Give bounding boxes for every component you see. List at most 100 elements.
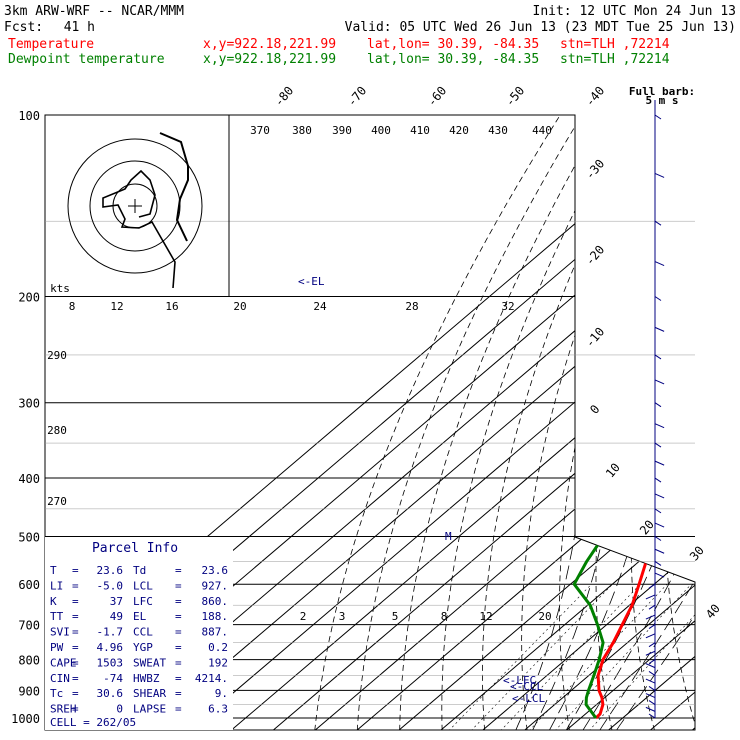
isotherm-line <box>397 115 695 730</box>
moist-adiabat-label: 20 <box>233 300 246 313</box>
isotherm-label: -20 <box>583 243 608 269</box>
parcel-eq-2: = <box>175 687 182 700</box>
parcel-val-1: -1.7 <box>97 626 124 639</box>
parcel-val-1: 37 <box>110 595 123 608</box>
dry-adiabat-line <box>482 115 663 730</box>
isotherm-line <box>272 115 695 730</box>
dewpoint-legend: Dewpoint temperature <box>8 52 165 67</box>
wind-barb <box>654 172 665 178</box>
isotherm-label: -10 <box>583 325 608 351</box>
isotherm-label: -60 <box>425 84 450 110</box>
parcel-box <box>45 537 233 730</box>
barb-key-units: 5 m s <box>645 94 678 107</box>
dry-adiabat-line <box>630 115 695 730</box>
parcel-val-1: 30.6 <box>97 687 124 700</box>
wind-barb <box>654 402 662 408</box>
parcel-key-1: T <box>50 564 57 577</box>
isotherm-line <box>314 115 695 730</box>
hodograph-ring <box>67 138 203 274</box>
parcel-eq-2: = <box>175 610 182 623</box>
parcel-val-1: -5.0 <box>97 579 124 592</box>
theta-label: 400 <box>371 124 391 137</box>
parcel-key-1: SVI <box>50 626 70 639</box>
pressure-tick-label: 100 <box>18 109 40 123</box>
init-time: Init: 12 UTC Mon 24 Jun 13 <box>533 4 737 19</box>
isotherm-label: -40 <box>583 84 608 110</box>
moist-adiabat-line <box>598 296 695 730</box>
wind-barb <box>654 442 662 448</box>
theta-label: 390 <box>332 124 352 137</box>
parcel-eq-2: = <box>175 703 182 716</box>
parcel-eq-1: = <box>72 687 79 700</box>
isotherm-label: 30 <box>687 543 707 563</box>
parcel-eq-1: = <box>72 564 79 577</box>
temperature-loc: x,y=922.18,221.99 <box>203 37 336 52</box>
dry-adiabat-line <box>559 115 695 730</box>
parcel-val-2: 927. <box>202 579 229 592</box>
parcel-key-2: Td <box>133 564 146 577</box>
parcel-key-2: LCL <box>133 579 153 592</box>
wind-barb <box>645 633 656 639</box>
fcst-label: Fcst: <box>4 20 43 35</box>
parcel-key-2: SHEAR <box>133 687 166 700</box>
temperature-profile <box>594 115 695 720</box>
dry-adiabat-line <box>731 87 740 730</box>
dewpoint-stn: stn=TLH ,72214 <box>560 52 670 67</box>
moist-adiabat-line <box>582 296 695 730</box>
parcel-val-1: 4.96 <box>97 641 124 654</box>
parcel-val-2: 9. <box>215 687 228 700</box>
parcel-val-1: -74 <box>103 672 123 685</box>
isotherm-line <box>565 115 695 730</box>
mixing-ratio-label: 12 <box>479 610 492 623</box>
wind-barb <box>648 659 656 664</box>
theta-label: 410 <box>410 124 430 137</box>
parcel-key-1: K <box>50 595 57 608</box>
parcel-key-1: Tc <box>50 687 63 700</box>
hodograph-trace <box>102 169 176 289</box>
parcel-val-1: 49 <box>110 610 123 623</box>
parcel-key-1: LI <box>50 579 63 592</box>
wind-barb <box>648 604 656 610</box>
wind-barb <box>648 624 656 630</box>
isotherm-label: -30 <box>583 157 608 183</box>
theta-label: 370 <box>250 124 270 137</box>
parcel-key-1: TT <box>50 610 64 623</box>
parcel-key-2: YGP <box>133 641 153 654</box>
mixing-ratio-label: 8 <box>441 610 448 623</box>
hodograph-units: kts <box>50 282 70 295</box>
wind-barb <box>654 460 665 466</box>
mixing-ratio-label: 3 <box>339 610 346 623</box>
valid-time: Valid: 05 UTC Wed 26 Jun 13 (23 MDT Tue … <box>345 20 736 35</box>
parcel-key-2: EL <box>133 610 147 623</box>
moist-adiabat-line <box>615 296 695 730</box>
theta-label: 440 <box>532 124 552 137</box>
dry-adiabat-line <box>595 115 695 730</box>
parcel-val-2: 860. <box>202 595 229 608</box>
moist-adiabat-label: 28 <box>405 300 418 313</box>
theta-label: 420 <box>449 124 469 137</box>
wind-barb <box>654 508 662 514</box>
moist-adiabat-label: 8 <box>69 300 76 313</box>
wind-barb <box>654 423 665 429</box>
isotherm-line <box>146 115 695 730</box>
mixing-ratio-label: 2 <box>300 610 307 623</box>
isotherm-line <box>230 115 695 730</box>
mixing-ratio-line <box>588 583 695 730</box>
parcel-val-2: 192 <box>208 656 228 669</box>
moist-adiabat-line <box>515 296 632 730</box>
dewpoint-loc: x,y=922.18,221.99 <box>203 52 336 67</box>
parcel-key-1: CIN <box>50 672 70 685</box>
parcel-title: Parcel Info <box>92 541 178 556</box>
parcel-val-1: 0 <box>116 703 123 716</box>
fcst-value: 41 h <box>64 20 95 35</box>
isotherm-line <box>523 115 695 730</box>
parcel-eq-2: = <box>175 672 182 685</box>
moist-adiabat-line <box>531 296 658 730</box>
pressure-tick-label: 400 <box>18 472 40 486</box>
parcel-eq-1: = <box>72 641 79 654</box>
m-label: M <box>445 530 452 543</box>
el-label: <-EL <box>298 275 325 288</box>
parcel-val-1: 23.6 <box>97 564 124 577</box>
parcel-eq-2: = <box>175 656 182 669</box>
isotherm-line <box>607 115 695 730</box>
